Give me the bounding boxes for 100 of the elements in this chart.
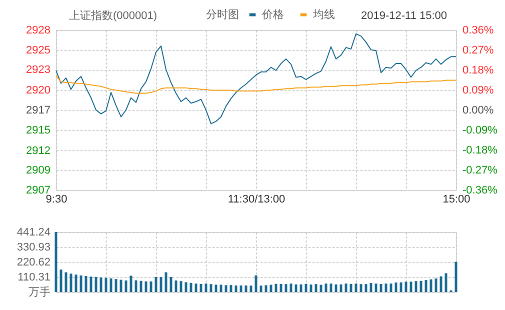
bar (414, 281, 418, 292)
bar (250, 286, 252, 292)
bar (214, 284, 218, 292)
bar (400, 282, 402, 292)
y-tick-label: 2915 (26, 124, 50, 136)
bar (310, 284, 312, 292)
bar (430, 279, 432, 292)
bar (364, 284, 368, 292)
bar (334, 284, 338, 292)
bar (340, 284, 342, 292)
bar (154, 277, 158, 292)
bar (410, 282, 412, 292)
bar (140, 280, 142, 292)
bar (240, 285, 242, 292)
bar (280, 284, 282, 292)
legend-title: 分时图 (206, 8, 239, 21)
bar (294, 284, 298, 292)
y-tick-label: 330.93 (16, 242, 50, 254)
y-tick-label: 110.31 (18, 272, 50, 284)
text: 2019-12-11 15:00 (361, 10, 448, 22)
bar (344, 284, 348, 292)
bar (360, 284, 362, 292)
y2-tick-label: -0.27% (462, 164, 498, 176)
y2-tick-label: 0.27% (462, 44, 494, 56)
bar (244, 285, 248, 292)
bar (454, 262, 458, 292)
bar (80, 275, 82, 292)
bar (380, 284, 382, 292)
bar (440, 276, 442, 292)
bar (394, 282, 398, 292)
y-tick-label: 2920 (26, 84, 50, 97)
bar (304, 284, 308, 292)
bar (70, 274, 72, 292)
x-tick-label: 15:00 (442, 194, 470, 206)
bar (224, 285, 228, 292)
bar (404, 282, 408, 292)
bar (230, 285, 232, 292)
y-tick-label: 2912 (26, 144, 50, 157)
bar (84, 276, 88, 292)
bar (270, 284, 272, 292)
y-tick-label: 2909 (26, 164, 50, 177)
y-tick-label: 2907 (26, 184, 50, 196)
bar (420, 280, 422, 292)
legend-label: 均线 (312, 8, 335, 21)
bar (264, 285, 268, 292)
bar (300, 284, 302, 292)
y2-tick-label: 0.18% (462, 64, 494, 76)
y2-tick-label: -0.09% (462, 124, 498, 136)
bar (114, 279, 118, 292)
bar (64, 272, 68, 292)
y-tick-label: 220.62 (16, 256, 50, 268)
bar (434, 278, 438, 292)
bar (144, 281, 148, 292)
bar (320, 284, 322, 292)
y2-tick-label: 0.00% (462, 104, 494, 116)
y2-tick-label: 0.09% (462, 84, 494, 96)
bar (330, 284, 332, 292)
bar (174, 280, 178, 292)
y-tick-label: 2923 (26, 64, 50, 76)
bar (370, 283, 372, 292)
bar (60, 270, 62, 292)
bar (254, 275, 258, 292)
bar (94, 277, 98, 292)
bar (284, 284, 288, 292)
y2-tick-label: -0.18% (462, 144, 498, 156)
y-tick-label: 441.24 (16, 226, 50, 238)
bar (100, 277, 102, 292)
bar (134, 280, 138, 292)
bar (90, 276, 92, 292)
y2-tick-label: 0.36% (462, 24, 494, 36)
bar (204, 284, 208, 292)
bar (390, 284, 392, 292)
y-tick-label: 2917 (26, 104, 50, 116)
bar (74, 274, 78, 292)
bar (110, 278, 112, 292)
bar (150, 281, 152, 292)
bar (234, 285, 238, 292)
bar (160, 277, 162, 292)
chart-title: 上证指数(000001) (69, 9, 158, 22)
bar (424, 280, 428, 292)
bar (324, 284, 328, 292)
line-series (56, 33, 456, 124)
bar (384, 284, 388, 292)
bar (184, 282, 188, 292)
bar (260, 286, 262, 292)
bar (220, 284, 222, 292)
bar (290, 284, 292, 292)
x-tick-label: 11:30/13:00 (228, 194, 286, 206)
y-tick-label: 万手 (28, 286, 50, 298)
bar (314, 284, 318, 292)
bar (130, 276, 132, 292)
y-tick-label: 2925 (26, 44, 50, 56)
bar (180, 281, 182, 292)
x-tick-label: 9:30 (46, 194, 68, 206)
bar (194, 284, 198, 292)
bar (170, 277, 172, 292)
bar (444, 273, 448, 292)
bar (350, 284, 352, 292)
line-series (56, 75, 456, 94)
bar (200, 284, 202, 292)
